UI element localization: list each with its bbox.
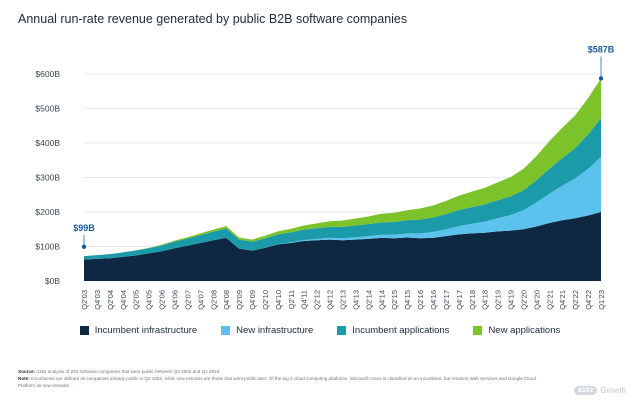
x-tick-label: Q2'10	[261, 290, 270, 310]
series-areas	[84, 78, 601, 281]
annotation-dot	[81, 244, 87, 250]
x-tick-label: Q4'05	[145, 290, 154, 310]
legend-swatch	[337, 326, 347, 335]
brand-mark: a16z	[574, 386, 598, 395]
legend-item: New infrastructure	[221, 325, 313, 336]
y-tick-label: $100B	[35, 242, 60, 252]
x-tick-label: Q4'10	[274, 290, 283, 310]
legend-swatch	[79, 326, 89, 335]
y-axis: $0B $100B $200B $300B $400B $500B $600B	[35, 69, 60, 286]
x-tick-label: Q2'04	[106, 290, 115, 310]
x-tick-label: Q2'19	[494, 290, 503, 310]
x-tick-label: Q2'17	[442, 290, 451, 310]
x-tick-label: Q2'14	[364, 290, 373, 310]
x-tick-label: Q4'03	[93, 290, 102, 310]
legend-label: New infrastructure	[236, 325, 314, 336]
x-tick-label: Q4'09	[248, 290, 257, 310]
x-tick-label: Q4'17	[455, 290, 464, 310]
annotation-label: $587B	[588, 44, 615, 54]
x-tick-label: Q4'20	[532, 290, 541, 310]
chart-title: Annual run-rate revenue generated by pub…	[18, 12, 408, 26]
source-line: Source: a16z analysis of 262 software co…	[18, 368, 538, 375]
legend-item: New applications	[473, 325, 560, 336]
x-tick-label: Q4'11	[300, 290, 309, 309]
x-tick-label: Q4'22	[584, 290, 593, 310]
annotations: $99B $587B	[73, 44, 615, 250]
x-tick-label: Q2'20	[519, 290, 528, 310]
source-label: Source:	[18, 369, 36, 374]
x-tick-label: Q4'15	[403, 290, 412, 310]
x-tick-label: Q2'21	[545, 290, 554, 310]
source-text: a16z analysis of 262 software companies …	[36, 369, 221, 374]
legend-item: Incumbent applications	[337, 325, 449, 336]
y-tick-label: $400B	[35, 138, 60, 148]
x-tick-label: Q1'23	[597, 290, 606, 310]
x-tick-label: Q4'12	[326, 290, 335, 310]
x-tick-label: Q4'07	[196, 290, 205, 310]
note-text: Incumbents are defined as companies alre…	[18, 376, 537, 388]
x-tick-label: Q4'06	[170, 290, 179, 310]
x-tick-label: Q4'08	[222, 290, 231, 310]
x-tick-label: Q2'15	[390, 290, 399, 310]
legend-label: Incumbent applications	[352, 325, 450, 336]
stacked-area-chart: $0B$100B$200B$300B$400B$500B$600B Q2'03 Q…	[35, 44, 615, 310]
y-tick-label: $0B	[45, 276, 60, 286]
brand-name: Growth	[600, 386, 626, 395]
series-area-new-infrastructure	[84, 156, 601, 260]
note-label: Note:	[18, 376, 30, 381]
legend: Incumbent infrastructure New infrastructu…	[0, 325, 640, 336]
x-tick-label: Q2'11	[287, 290, 296, 309]
legend-swatch	[221, 326, 231, 335]
x-axis: Q2'03 Q4'03 Q2'04 Q4'04 Q2'05 Q4'05 Q2'06 Q4'06…	[80, 290, 606, 310]
x-tick-label: Q2'18	[468, 290, 477, 310]
x-tick-label: Q2'05	[132, 290, 141, 310]
legend-swatch	[473, 326, 483, 335]
y-tick-label: $500B	[35, 104, 60, 114]
x-tick-label: Q2'12	[313, 290, 322, 310]
y-tick-label: $200B	[35, 207, 60, 217]
legend-item: Incumbent infrastructure	[79, 325, 198, 336]
x-tick-label: Q2'03	[80, 290, 89, 310]
x-tick-label: Q2'09	[235, 290, 244, 310]
annotation-label: $99B	[73, 223, 95, 233]
legend-label: New applications	[488, 325, 561, 336]
series-area-incumbent-infrastructure	[84, 212, 601, 281]
x-tick-label: Q2'07	[183, 290, 192, 310]
x-tick-label: Q2'06	[158, 290, 167, 310]
legend-label: Incumbent infrastructure	[94, 325, 198, 336]
x-tick-label: Q4'14	[377, 290, 386, 310]
series-area-incumbent-applications	[84, 118, 601, 260]
x-tick-label: Q2'22	[571, 290, 580, 310]
note-line: Note: Incumbents are defined as companie…	[18, 375, 538, 389]
x-tick-label: Q4'04	[119, 290, 128, 310]
x-tick-label: Q2'08	[209, 290, 218, 310]
x-tick-label: Q4'16	[429, 290, 438, 310]
x-tick-label: Q4'13	[351, 290, 360, 310]
y-tick-label: $300B	[35, 173, 60, 183]
x-tick-label: Q4'21	[558, 290, 567, 310]
x-tick-label: Q4'19	[507, 290, 516, 310]
y-tick-label: $600B	[35, 69, 60, 79]
x-tick-label: Q2'16	[416, 290, 425, 310]
brand-logo: a16z Growth	[574, 386, 626, 395]
x-tick-label: Q4'18	[481, 290, 490, 310]
footer-notes: Source: a16z analysis of 262 software co…	[18, 368, 538, 389]
x-tick-label: Q2'13	[339, 290, 348, 310]
annotation-dot	[598, 76, 604, 81]
